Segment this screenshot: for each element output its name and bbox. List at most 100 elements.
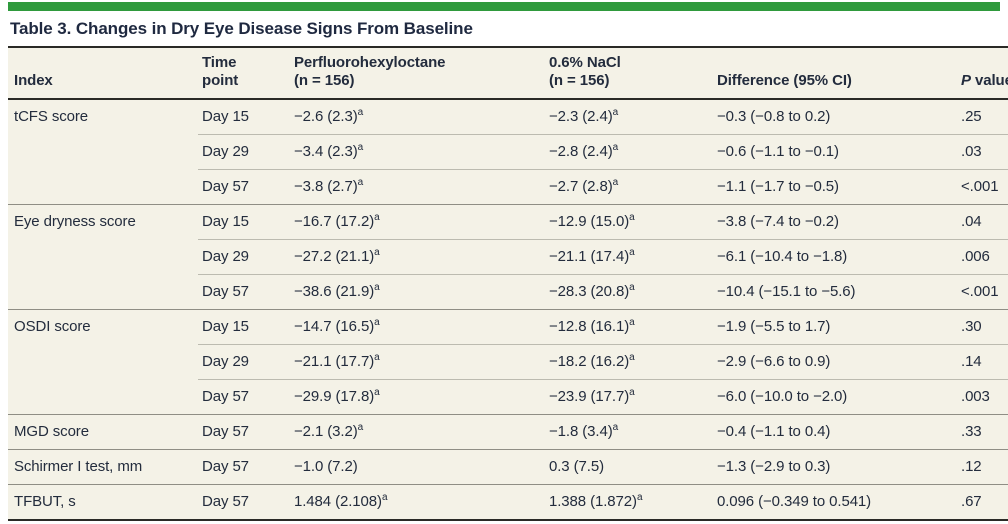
table-row: TFBUT, s Day 57 1.484 (2.108)a 1.388 (1.872… xyxy=(8,484,1008,520)
cell-nacl: −1.8 (3.4)a xyxy=(545,414,713,450)
cell-index xyxy=(8,170,198,205)
footnote-marker: a xyxy=(357,107,364,118)
cell-diff: −0.6 (−1.1 to −0.1) xyxy=(713,134,957,170)
cell-index xyxy=(8,240,198,275)
cell-time: Day 29 xyxy=(198,344,290,380)
cell-p: <.001 xyxy=(957,169,1008,205)
table-row: OSDI score Day 15 −14.7 (16.5)a −12.8 (16.1… xyxy=(8,309,1008,345)
column-header-nacl: 0.6% NaCl (n = 156) xyxy=(545,47,713,100)
cell-index xyxy=(8,345,198,380)
cell-p: .67 xyxy=(957,484,1008,520)
footnote-marker: a xyxy=(357,142,364,153)
cell-p: .006 xyxy=(957,239,1008,275)
cell-pfho: −21.1 (17.7)a xyxy=(290,344,545,380)
column-header-p: P value xyxy=(957,47,1008,100)
footnote-marker: a xyxy=(374,247,380,258)
cell-time: Day 57 xyxy=(198,484,290,520)
cell-diff: −3.8 (−7.4 to −0.2) xyxy=(713,204,957,240)
cell-pfho: −2.6 (2.3)a xyxy=(294,107,364,126)
page-title: Table 3. Changes in Dry Eye Disease Sign… xyxy=(10,19,473,38)
footnote-marker: a xyxy=(374,212,380,223)
cell-diff: −1.1 (−1.7 to −0.5) xyxy=(713,169,957,205)
table-row: Day 57 −3.8 (2.7)a −2.7 (2.8)a −1.1 (−1.7 t… xyxy=(8,169,1008,205)
cell-time: Day 15 xyxy=(198,204,290,240)
cell-nacl: −2.8 (2.4)a xyxy=(545,134,713,170)
cell-index: tCFS score xyxy=(14,108,89,125)
cell-p: .14 xyxy=(957,344,1008,380)
cell-index: Schirmer I test, mm xyxy=(8,449,198,485)
footnote-marker: a xyxy=(612,142,619,153)
cell-pfho: −27.2 (21.1)a xyxy=(290,239,545,275)
cell-diff: −2.9 (−6.6 to 0.9) xyxy=(713,344,957,380)
cell-diff: −10.4 (−15.1 to −5.6) xyxy=(713,274,957,310)
cell-p: .03 xyxy=(957,134,1008,170)
cell-index: TFBUT, s xyxy=(8,484,198,520)
table-row: Schirmer I test, mm Day 57 −1.0 (7.2) 0.3 (… xyxy=(8,449,1008,485)
cell-nacl: 0.3 (7.5) xyxy=(545,449,713,485)
table-row: Day 29 −21.1 (17.7)a −18.2 (16.2)a −2.9 (−6… xyxy=(8,344,1008,380)
cell-p: .30 xyxy=(957,309,1008,345)
footnote-marker: a xyxy=(629,387,635,398)
footnote-marker: a xyxy=(612,177,619,188)
cell-diff: −1.9 (−5.5 to 1.7) xyxy=(713,309,957,345)
footnote-marker: a xyxy=(357,177,364,188)
footnote-marker: a xyxy=(374,387,380,398)
table-row: Day 29 −3.4 (2.3)a −2.8 (2.4)a −0.6 (−1.1 t… xyxy=(8,134,1008,170)
footnote-marker: a xyxy=(636,492,643,503)
column-header-time: Time point xyxy=(198,47,290,100)
cell-pfho: −1.0 (7.2) xyxy=(290,449,545,485)
cell-nacl: −23.9 (17.7)a xyxy=(545,379,713,415)
footnote-marker: a xyxy=(374,282,380,293)
cell-diff: 0.096 (−0.349 to 0.541) xyxy=(713,484,957,520)
footnote-marker: a xyxy=(357,422,364,433)
cell-time: Day 57 xyxy=(198,379,290,415)
cell-nacl: −12.8 (16.1)a xyxy=(545,309,713,345)
cell-diff: −1.3 (−2.9 to 0.3) xyxy=(713,449,957,485)
footnote-marker: a xyxy=(381,492,388,503)
cell-nacl: −18.2 (16.2)a xyxy=(545,344,713,380)
results-table: Index Time point Perfluorohexyloctane (n =… xyxy=(8,46,1008,521)
cell-index xyxy=(8,380,198,415)
footnote-marker: a xyxy=(374,317,380,328)
cell-time: Day 15 xyxy=(202,108,249,125)
cell-p: <.001 xyxy=(957,274,1008,310)
column-header-diff: Difference (95% CI) xyxy=(713,47,957,100)
table-row: Eye dryness score Day 15 −16.7 (17.2)a −12.… xyxy=(8,204,1008,240)
cell-nacl: −21.1 (17.4)a xyxy=(545,239,713,275)
cell-index xyxy=(8,135,198,170)
cell-pfho: −38.6 (21.9)a xyxy=(290,274,545,310)
cell-pfho: −3.8 (2.7)a xyxy=(290,169,545,205)
cell-time: Day 29 xyxy=(198,239,290,275)
cell-nacl: 1.388 (1.872)a xyxy=(545,484,713,520)
footnote-marker: a xyxy=(629,247,635,258)
cell-pfho: −14.7 (16.5)a xyxy=(290,309,545,345)
cell-pfho: −16.7 (17.2)a xyxy=(290,204,545,240)
table-row: tCFS score Day 15 −2.6 (2.3)a −2.3 (2.4)a −0… xyxy=(8,99,1008,135)
table-row: Day 57 −38.6 (21.9)a −28.3 (20.8)a −10.4 (−… xyxy=(8,274,1008,310)
header-row: Index Time point Perfluorohexyloctane (n =… xyxy=(8,47,1008,100)
column-header-pfho: Perfluorohexyloctane (n = 156) xyxy=(290,47,545,100)
cell-index: MGD score xyxy=(8,414,198,450)
cell-time: Day 57 xyxy=(198,274,290,310)
cell-index: Eye dryness score xyxy=(8,204,198,240)
footnote-marker: a xyxy=(629,282,635,293)
footnote-marker: a xyxy=(629,317,635,328)
footnote-marker: a xyxy=(612,422,619,433)
accent-bar xyxy=(8,2,1000,11)
cell-pfho: −29.9 (17.8)a xyxy=(290,379,545,415)
cell-time: Day 57 xyxy=(198,169,290,205)
cell-nacl: −12.9 (15.0)a xyxy=(545,204,713,240)
table-row: Day 57 −29.9 (17.8)a −23.9 (17.7)a −6.0 (−1… xyxy=(8,379,1008,415)
cell-pfho: −2.1 (3.2)a xyxy=(290,414,545,450)
column-header-index: Index xyxy=(8,47,198,100)
cell-p: .12 xyxy=(957,449,1008,485)
cell-diff: −0.3 (−0.8 to 0.2) xyxy=(717,108,831,125)
cell-p: .04 xyxy=(957,204,1008,240)
cell-index xyxy=(8,275,198,310)
cell-time: Day 29 xyxy=(198,134,290,170)
table-row: Day 29 −27.2 (21.1)a −21.1 (17.4)a −6.1 (−1… xyxy=(8,239,1008,275)
footnote-marker: a xyxy=(374,352,380,363)
cell-time: Day 15 xyxy=(198,309,290,345)
cell-p: .003 xyxy=(957,379,1008,415)
